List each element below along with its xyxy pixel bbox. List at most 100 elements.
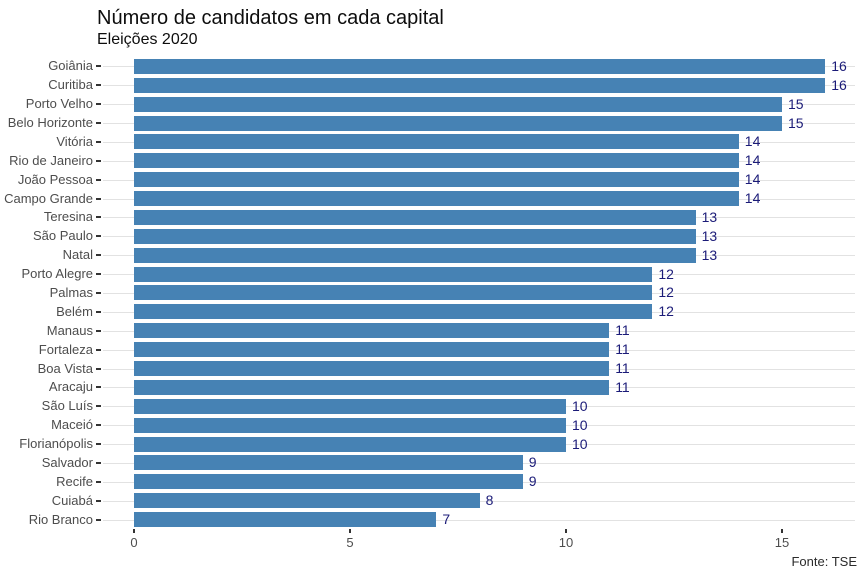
category-tick: [96, 386, 101, 389]
value-label: 14: [744, 190, 761, 207]
category-tick: [96, 159, 101, 162]
category-label: Aracaju: [48, 379, 93, 395]
category-tick: [96, 405, 101, 408]
category-tick: [96, 291, 101, 294]
x-axis-tick: [565, 529, 567, 533]
bar: [134, 191, 739, 207]
table-row: Porto Alegre 12: [0, 265, 866, 284]
table-row: Natal 13: [0, 246, 866, 265]
bar: [134, 436, 566, 452]
table-row: Florianópolis 10: [0, 435, 866, 454]
category-label: Vitória: [56, 133, 93, 149]
value-label: 12: [658, 303, 674, 320]
category-tick: [96, 273, 101, 276]
category-label: Teresina: [43, 209, 93, 225]
category-label: Rio Branco: [28, 511, 93, 527]
x-axis-tick-label: 5: [346, 535, 354, 550]
bar: [134, 266, 653, 282]
category-tick: [96, 65, 101, 68]
table-row: Boa Vista 11: [0, 359, 866, 378]
category-tick: [96, 499, 101, 502]
value-label: 10: [572, 397, 588, 414]
category-label: Maceió: [51, 417, 93, 433]
category-label: João Pessoa: [17, 171, 93, 187]
x-axis-tick: [349, 529, 351, 533]
value-label: 14: [744, 152, 761, 169]
category-tick: [96, 329, 101, 332]
table-row: Salvador 9: [0, 453, 866, 472]
category-label: Natal: [62, 247, 93, 263]
category-tick: [96, 310, 101, 313]
plot-panel: Goiânia 16 Curitiba 16 Porto Velho 15 Belo Hor…: [0, 57, 866, 529]
bar: [134, 398, 566, 414]
value-label: 8: [485, 492, 494, 509]
category-label: Curitiba: [48, 77, 93, 93]
value-label: 10: [572, 416, 588, 433]
bar: [134, 285, 653, 301]
category-label: Salvador: [41, 454, 93, 470]
category-label: Manaus: [46, 322, 93, 338]
x-axis-tick-label: 0: [130, 535, 138, 550]
category-tick: [96, 348, 101, 351]
value-label: 15: [788, 114, 804, 131]
category-label: Fortaleza: [38, 341, 93, 357]
category-tick: [96, 216, 101, 219]
x-axis-tick-label: 15: [774, 535, 790, 550]
category-label: São Luís: [41, 398, 93, 414]
category-tick: [96, 367, 101, 370]
value-label: 9: [528, 473, 537, 490]
table-row: São Luís 10: [0, 397, 866, 416]
category-tick: [96, 103, 101, 106]
bar: [134, 134, 739, 150]
value-label: 14: [744, 133, 761, 150]
bar: [134, 96, 782, 112]
table-row: Vitória 14: [0, 133, 866, 152]
category-label: Florianópolis: [19, 436, 93, 452]
category-label: Boa Vista: [37, 360, 93, 376]
value-label: 13: [701, 208, 718, 225]
category-label: São Paulo: [33, 228, 93, 244]
value-label: 9: [528, 454, 537, 471]
category-tick: [96, 254, 101, 257]
table-row: Goiânia 16: [0, 57, 866, 76]
category-tick: [96, 197, 101, 200]
table-row: Belo Horizonte 15: [0, 114, 866, 133]
category-label: Goiânia: [48, 58, 93, 74]
category-tick: [96, 178, 101, 181]
table-row: Porto Velho 15: [0, 95, 866, 114]
value-label: 11: [615, 341, 630, 358]
bar: [134, 361, 610, 377]
x-axis-tick: [133, 529, 135, 533]
value-label: 11: [615, 360, 630, 377]
bar: [134, 474, 523, 490]
bar: [134, 323, 610, 339]
category-tick: [96, 443, 101, 446]
category-label: Rio de Janeiro: [9, 152, 93, 168]
value-label: 15: [788, 95, 804, 112]
value-label: 11: [615, 378, 630, 395]
category-tick: [96, 518, 101, 521]
category-tick: [96, 122, 101, 125]
table-row: João Pessoa 14: [0, 170, 866, 189]
value-label: 14: [744, 171, 761, 188]
category-tick: [96, 480, 101, 483]
bar: [134, 77, 826, 93]
value-label: 16: [831, 57, 847, 74]
source-caption: Fonte: TSE: [791, 554, 857, 569]
category-label: Recife: [56, 473, 93, 489]
x-axis-tick-label: 10: [558, 535, 574, 550]
bar: [134, 417, 566, 433]
bar: [134, 455, 523, 471]
category-label: Cuiabá: [51, 492, 93, 508]
category-label: Palmas: [49, 284, 93, 300]
bar: [134, 58, 826, 74]
bar: [134, 228, 696, 244]
bar: [134, 172, 739, 188]
bar: [134, 115, 782, 131]
value-label: 12: [658, 265, 674, 282]
value-label: 12: [658, 284, 674, 301]
category-label: Belém: [56, 303, 93, 319]
category-tick: [96, 424, 101, 427]
table-row: Campo Grande 14: [0, 189, 866, 208]
